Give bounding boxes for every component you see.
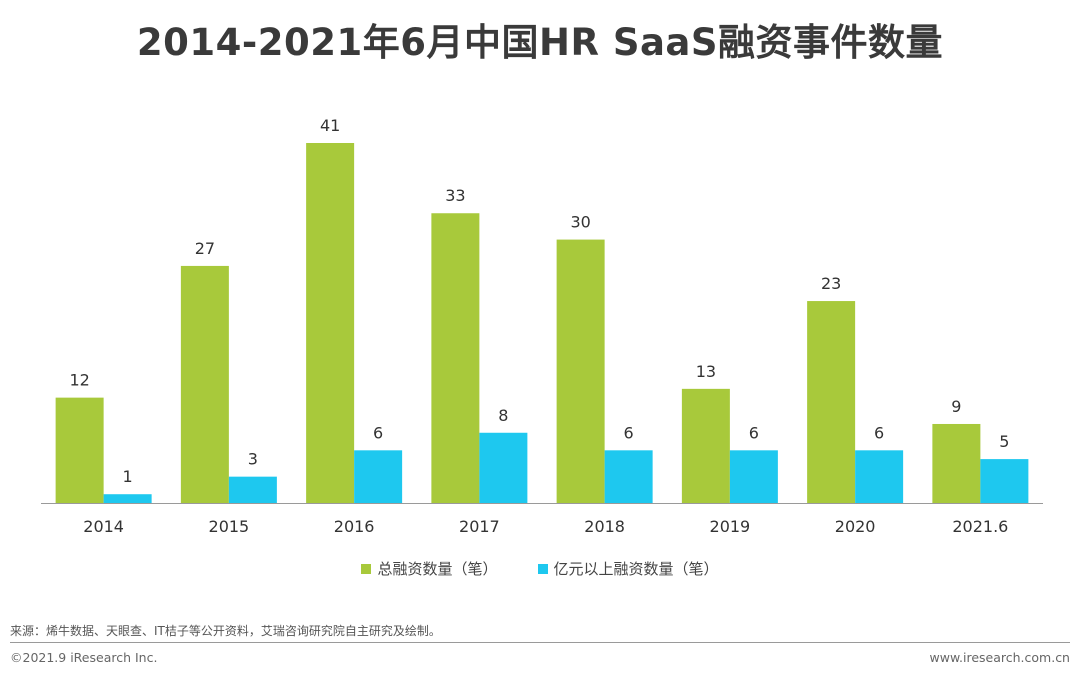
- x-tick-label-2021.6: 2021.6: [952, 517, 1008, 536]
- bar-large-2018: [604, 450, 653, 503]
- bar-large-2021.6: [980, 459, 1029, 503]
- website-link[interactable]: www.iresearch.com.cn: [929, 650, 1071, 665]
- bar-large-2014: [103, 494, 152, 503]
- data-label-total-2014: 12: [69, 371, 89, 390]
- bar-total-2015: [180, 265, 229, 503]
- data-label-total-2015: 27: [195, 239, 215, 258]
- x-tick-label-2020: 2020: [835, 517, 876, 536]
- bar-large-2015: [228, 476, 277, 503]
- x-tick-label-2019: 2019: [710, 517, 751, 536]
- legend-item-large: 亿元以上融资数量（笔）: [537, 558, 719, 579]
- bar-total-2019: [681, 388, 730, 503]
- bar-large-2017: [479, 432, 528, 503]
- bar-total-2016: [306, 143, 355, 503]
- data-label-total-2017: 33: [445, 186, 465, 205]
- bar-total-2017: [431, 213, 480, 503]
- data-label-large-2021.6: 5: [999, 432, 1009, 451]
- data-label-large-2020: 6: [874, 423, 884, 442]
- data-label-total-2016: 41: [320, 116, 340, 135]
- legend-swatch-total: [361, 563, 372, 574]
- chart-title: 2014-2021年6月中国HR SaaS融资事件数量: [136, 21, 944, 64]
- legend-label-total: 总融资数量（笔）: [377, 560, 498, 578]
- source-note: 来源：烯牛数据、天眼查、IT桔子等公开资料，艾瑞咨询研究院自主研究及绘制。: [10, 624, 441, 638]
- data-label-large-2019: 6: [749, 423, 759, 442]
- bar-chart: 12 1 2014 27 3 2015 41 6 2016 33 8 2017 30 6 2018 13 6 20…: [41, 116, 1043, 536]
- x-tick-label-2017: 2017: [459, 517, 500, 536]
- legend-label-large: 亿元以上融资数量（笔）: [553, 560, 719, 578]
- chart-legend: 总融资数量（笔） 亿元以上融资数量（笔）: [0, 558, 1080, 579]
- data-label-total-2019: 13: [696, 362, 716, 381]
- data-label-large-2018: 6: [624, 423, 634, 442]
- x-tick-label-2016: 2016: [334, 517, 375, 536]
- data-label-large-2016: 6: [373, 423, 383, 442]
- bar-total-2020: [807, 301, 856, 503]
- x-tick-label-2014: 2014: [83, 517, 124, 536]
- bar-total-2018: [556, 239, 605, 503]
- legend-item-total: 总融资数量（笔）: [361, 558, 498, 579]
- data-label-large-2014: 1: [123, 467, 133, 486]
- data-label-total-2021.6: 9: [951, 397, 961, 416]
- footer-divider: [10, 642, 1070, 643]
- copyright-text: ©2021.9 iResearch Inc.: [10, 650, 158, 665]
- bar-large-2016: [354, 450, 403, 503]
- x-tick-label-2018: 2018: [584, 517, 625, 536]
- data-label-large-2015: 3: [248, 450, 258, 469]
- data-label-total-2020: 23: [821, 274, 841, 293]
- data-label-total-2018: 30: [570, 213, 590, 232]
- bar-total-2021.6: [932, 423, 981, 503]
- legend-swatch-large: [537, 563, 548, 574]
- x-tick-label-2015: 2015: [209, 517, 250, 536]
- bar-total-2014: [55, 397, 104, 503]
- bar-large-2019: [729, 450, 778, 503]
- bar-large-2020: [855, 450, 904, 503]
- data-label-large-2017: 8: [498, 406, 508, 425]
